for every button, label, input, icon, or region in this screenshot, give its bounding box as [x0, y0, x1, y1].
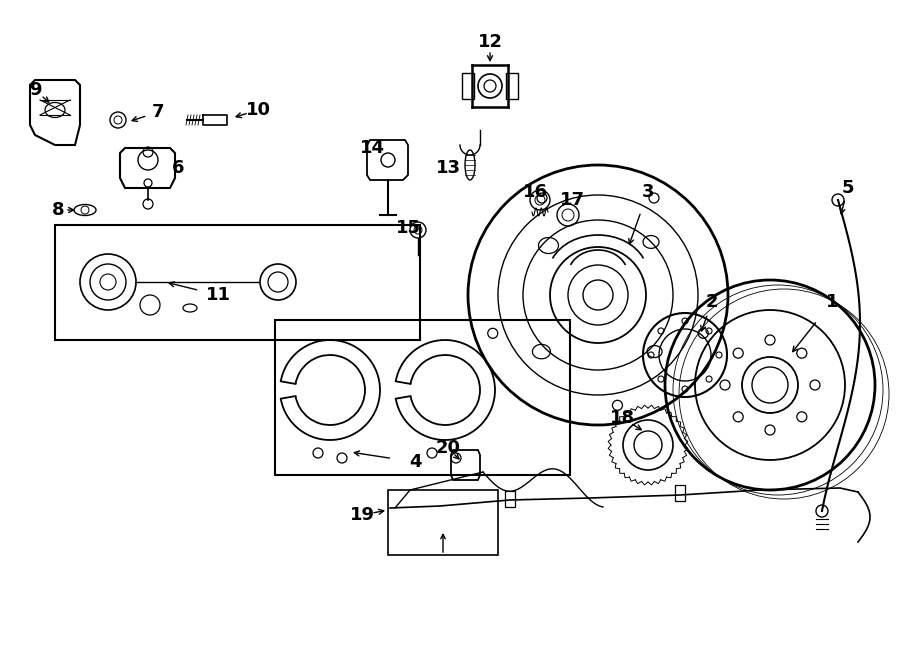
Bar — [675, 485, 685, 501]
Text: 12: 12 — [478, 33, 502, 51]
Text: 6: 6 — [172, 159, 184, 177]
Text: 10: 10 — [246, 101, 271, 119]
Text: 19: 19 — [349, 506, 374, 524]
Bar — [506, 73, 518, 99]
Bar — [462, 73, 474, 99]
Text: 3: 3 — [642, 183, 654, 201]
Text: 18: 18 — [609, 409, 634, 427]
Bar — [505, 491, 515, 507]
Bar — [55, 225, 420, 340]
Text: 13: 13 — [436, 159, 461, 177]
Text: 8: 8 — [51, 201, 64, 219]
Text: 9: 9 — [29, 81, 41, 99]
Text: 20: 20 — [436, 439, 461, 457]
Text: 11: 11 — [205, 286, 230, 304]
Text: 16: 16 — [523, 183, 547, 201]
Text: 1: 1 — [826, 293, 838, 311]
Text: 17: 17 — [560, 191, 584, 209]
Text: 14: 14 — [359, 139, 384, 157]
Bar — [275, 320, 570, 475]
Bar — [388, 490, 498, 555]
Text: 5: 5 — [842, 179, 854, 197]
Text: 2: 2 — [706, 293, 718, 311]
Text: 4: 4 — [409, 453, 421, 471]
Text: 15: 15 — [395, 219, 420, 237]
Text: 7: 7 — [152, 103, 164, 121]
